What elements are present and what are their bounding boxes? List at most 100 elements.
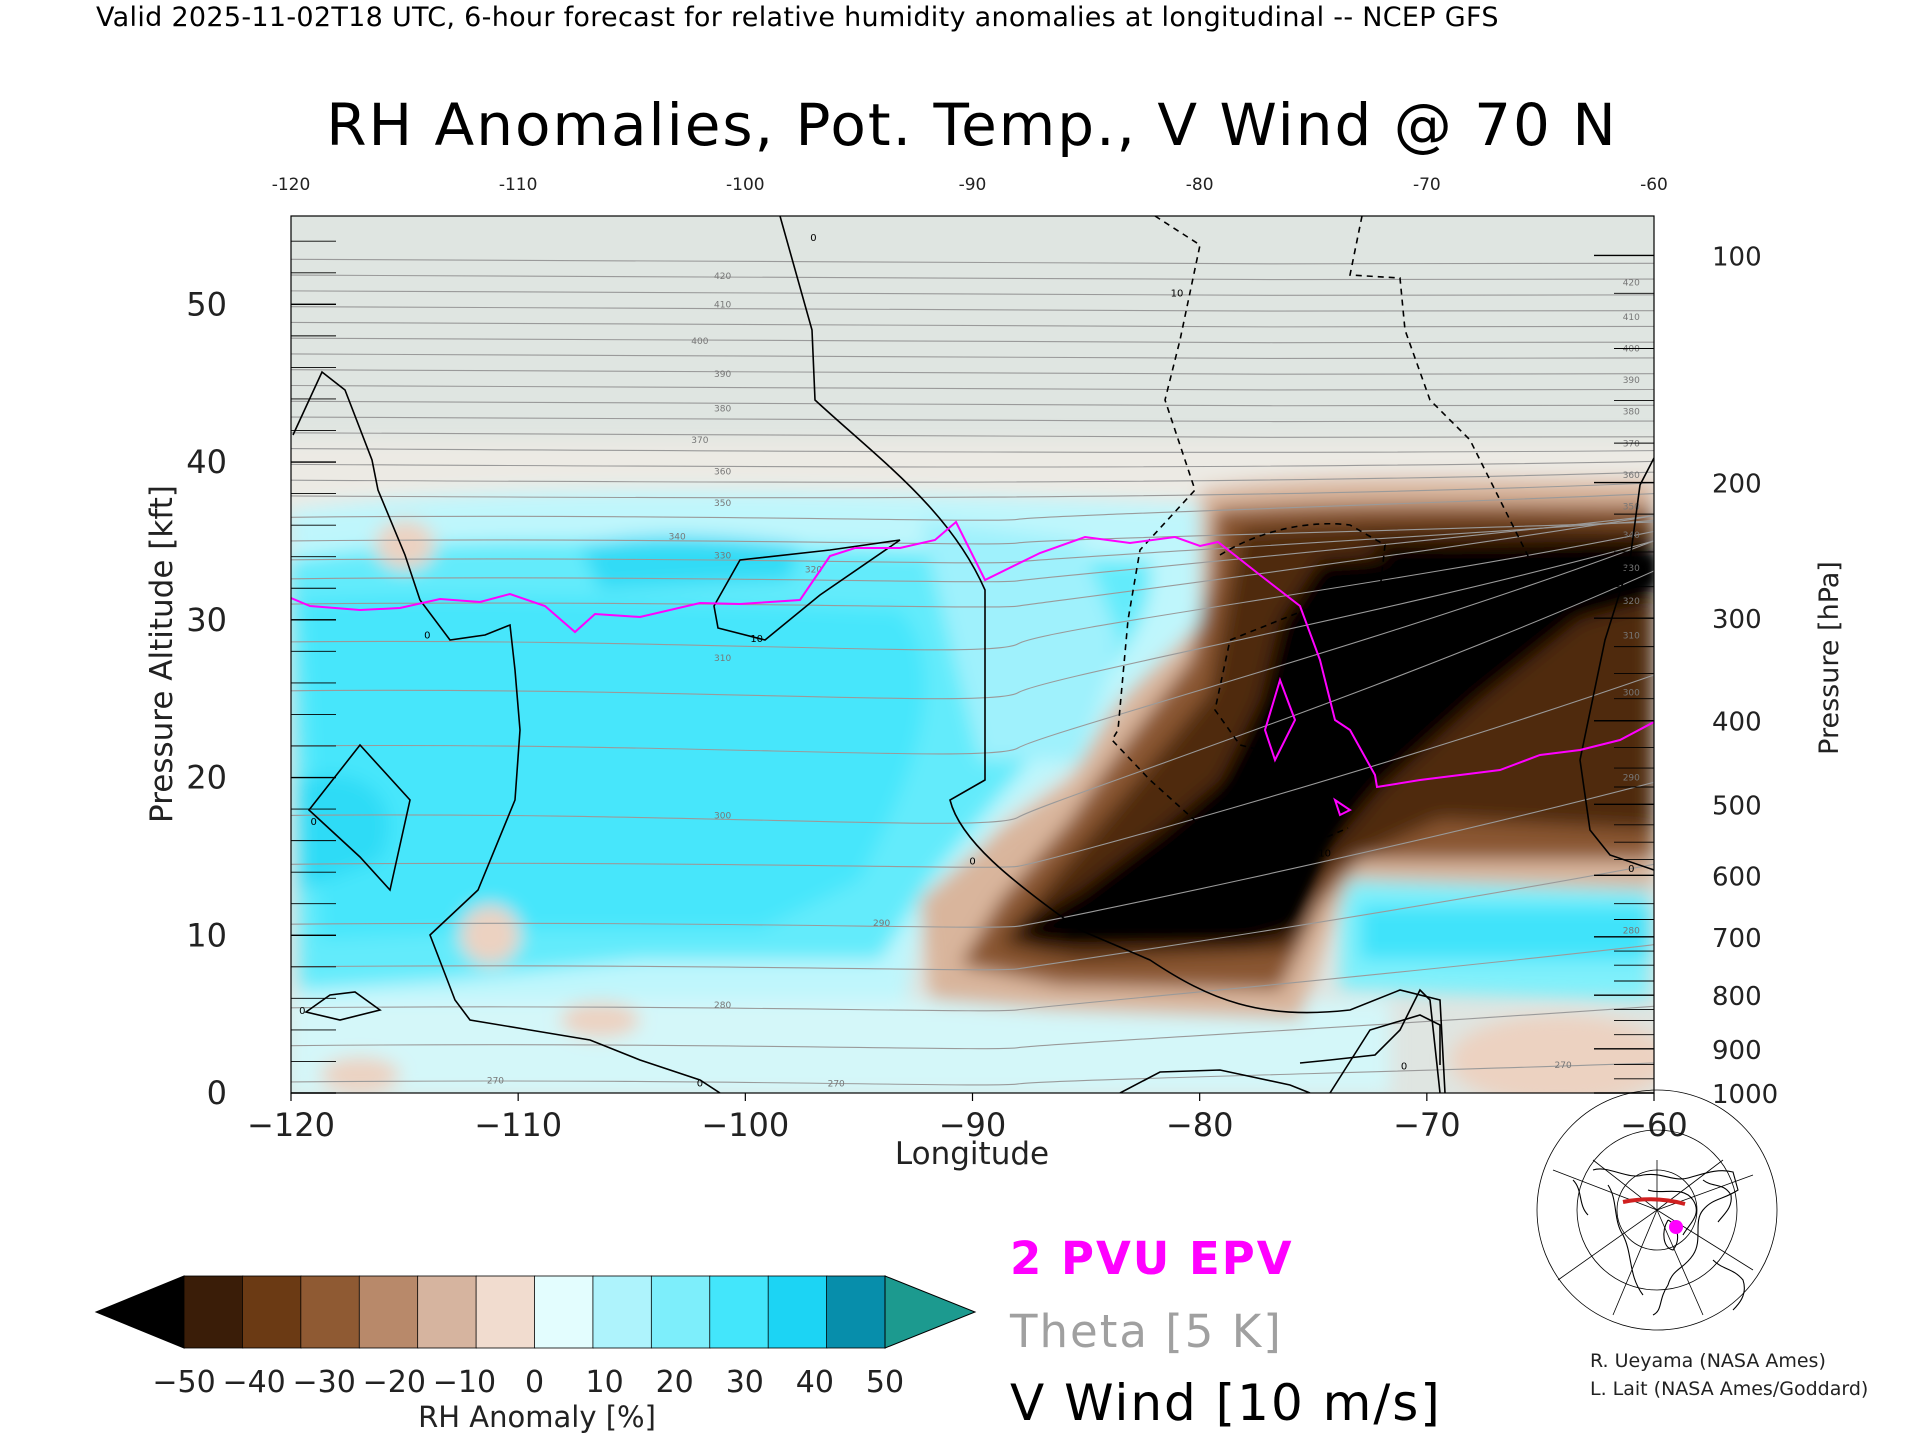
plot-area: 420 410 400 390 380 370 360 350 340 330 320 310 300 2…: [291, 216, 1654, 1093]
x-tick-label: −90: [939, 1106, 1007, 1144]
colorbar-swatch: [242, 1275, 302, 1349]
theta-label: 380: [714, 405, 731, 415]
pressure-tick-label: 900: [1712, 1036, 1762, 1066]
colorbar-swatch: [358, 1275, 419, 1349]
x-tick-label: −80: [1166, 1106, 1234, 1144]
theta-isentrope: [291, 400, 1654, 407]
rh-colorbar: −50 −40 −30 −20 −10 0 10 20 30 40 50: [94, 1275, 977, 1400]
v-wind-label: 0: [299, 1006, 305, 1017]
v-wind-label: 0: [1628, 864, 1634, 875]
colorbar-swatch: [592, 1275, 653, 1349]
colorbar-tick-label: −30: [293, 1365, 356, 1400]
pressure-tick-label: 400: [1712, 708, 1762, 738]
theta-isentrope: [291, 570, 1654, 824]
theta-isentrope: [291, 1062, 1654, 1086]
theta-isentrope: [291, 460, 1654, 468]
colorbar-tick-label: −50: [152, 1365, 215, 1400]
colorbar-swatch: [417, 1275, 477, 1349]
theta-isentrope: [291, 674, 1654, 868]
theta-label: 330: [714, 551, 731, 561]
theta-isentrope: [291, 274, 1654, 281]
theta-isentrope: [291, 521, 1654, 545]
theta-labels: 420 410 400 390 380 370 360 350 340 330 320 310 300 2…: [487, 272, 1640, 1090]
credit-line-2: L. Lait (NASA Ames/Goddard): [1590, 1378, 1868, 1400]
v-wind-zero-contour: [292, 370, 721, 1093]
pressure-tick-label: 300: [1712, 605, 1762, 635]
theta-isentrope: [291, 519, 1654, 564]
y-tick-label: 50: [186, 285, 227, 323]
colorbar-tick-label: 10: [586, 1365, 624, 1400]
legend-entry: V Wind [10 m/s]: [1010, 1374, 1442, 1432]
colorbar-tick-label: 50: [866, 1365, 904, 1400]
theta-label: 340: [669, 532, 686, 542]
top-axis: -120 -110 -100 -90 -80 -70 -60: [272, 175, 1668, 195]
theta-label: 270: [828, 1080, 845, 1090]
theta-label: 270: [1555, 1061, 1572, 1071]
theta-label: 400: [1623, 345, 1640, 355]
y-tick-label: 0: [207, 1074, 227, 1112]
colorbar-tick-label: −40: [222, 1365, 285, 1400]
pressure-axis-label: Pressure [hPa]: [1814, 561, 1845, 755]
theta-label: 370: [691, 436, 708, 446]
inset-map-marker: [1669, 1220, 1683, 1234]
theta-label: 310: [1623, 632, 1640, 642]
theta-label: 410: [714, 300, 731, 310]
y-tick-label: 10: [186, 916, 227, 954]
v-wind-label: 0: [969, 856, 975, 867]
pressure-tick-label: 700: [1712, 924, 1762, 954]
theta-label: 410: [1623, 313, 1640, 323]
top-tick-label: -110: [499, 175, 538, 195]
x-axis-label: Longitude: [895, 1136, 1049, 1172]
theta-label: 420: [1623, 278, 1640, 288]
v-wind-zero-contour: [1119, 1069, 1311, 1093]
theta-label: 320: [1623, 597, 1640, 607]
top-tick-label: -70: [1413, 175, 1441, 195]
v-wind-ten-contour: [713, 539, 901, 641]
colorbar-swatch: [475, 1275, 536, 1349]
theta-label: 290: [1623, 774, 1640, 784]
y-tick-label: 20: [186, 759, 227, 797]
v-wind-zero-contour: [304, 991, 382, 1021]
x-tick-label: −120: [247, 1106, 335, 1144]
right-axis-hatch-ticks: [1614, 292, 1654, 1080]
theta-label: 370: [1623, 439, 1640, 449]
v-wind-ten-contour: [1349, 216, 1531, 561]
theta-isentrope: [291, 384, 1654, 391]
theta-isentrope: [291, 1005, 1654, 1050]
theta-isentrope: [291, 530, 1654, 651]
colorbar-label: RH Anomaly [%]: [418, 1400, 656, 1434]
colorbar-swatch: [709, 1275, 770, 1349]
theta-label: 340: [1623, 531, 1640, 541]
v-wind-zero-contour: [1299, 988, 1441, 1093]
top-tick-label: -120: [272, 175, 311, 195]
valid-time-header: Valid 2025-11-02T18 UTC, 6-hour forecast…: [96, 2, 1499, 33]
top-tick-label: -80: [1186, 175, 1214, 195]
theta-isentrope: [291, 944, 1654, 1012]
y-tick-label: 30: [186, 601, 227, 639]
epv-tropopause-contour: [291, 520, 1654, 789]
theta-isentrope: [291, 493, 1654, 521]
x-axis: −120 −110 −100 −90 −80 −70 −60: [247, 1093, 1688, 1144]
theta-isentrope: [291, 258, 1654, 265]
theta-isentropes: [291, 258, 1654, 1086]
colorbar-swatch: [650, 1275, 711, 1349]
v-wind-label: 10: [1171, 288, 1184, 299]
inset-map-graticule: [1536, 1089, 1778, 1331]
theta-isentrope: [291, 290, 1654, 296]
legend-entry: Theta [5 K]: [1009, 1305, 1283, 1358]
rh-dry-core: [1060, 555, 1654, 935]
x-tick-label: −100: [701, 1106, 789, 1144]
v-wind-zero-contour: [307, 743, 411, 892]
theta-label: 360: [714, 468, 731, 478]
theta-isentrope: [291, 321, 1654, 328]
pressure-tick-label: 800: [1712, 982, 1762, 1012]
theta-isentrope: [291, 471, 1654, 483]
epv-2pvu-line: [291, 520, 1654, 817]
v-wind-label: 10: [750, 634, 763, 645]
x-tick-label: −70: [1393, 1106, 1461, 1144]
theta-label: 310: [714, 654, 731, 664]
legend-entry: 2 PVU EPV: [1010, 1232, 1294, 1285]
colorbar-low-triangle: [94, 1275, 185, 1349]
colorbar-tick-label: −10: [433, 1365, 496, 1400]
